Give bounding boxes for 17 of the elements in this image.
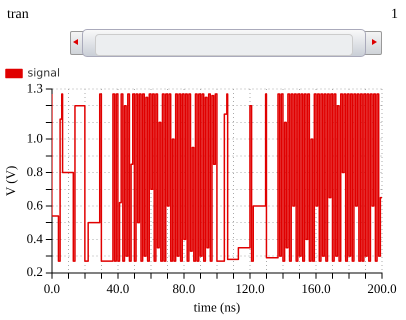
text: 1: [391, 7, 398, 23]
y-tick-label: 0.2: [26, 264, 43, 280]
x-tick-label: 160.0: [301, 281, 331, 296]
y-tick-label: 0.4: [26, 230, 44, 246]
x-tick-label: 40.0: [106, 281, 130, 296]
x-tick-label: 120.0: [235, 281, 265, 296]
y-tick-label: 0.8: [26, 164, 43, 179]
x-tick-label: 0.0: [44, 281, 60, 296]
y-tick-label: 1.0: [26, 130, 43, 146]
x-axis-title: time (ns): [194, 300, 240, 315]
x-tick-label: 80.0: [172, 281, 196, 296]
x-tick-label: 200.0: [367, 281, 397, 296]
y-tick-label: 0.6: [26, 197, 44, 212]
y-tick-label: 1.3: [26, 80, 43, 96]
y-axis-title: V (V): [3, 166, 18, 196]
legend-label: signal: [28, 66, 60, 80]
chart-title: tran: [7, 7, 29, 23]
